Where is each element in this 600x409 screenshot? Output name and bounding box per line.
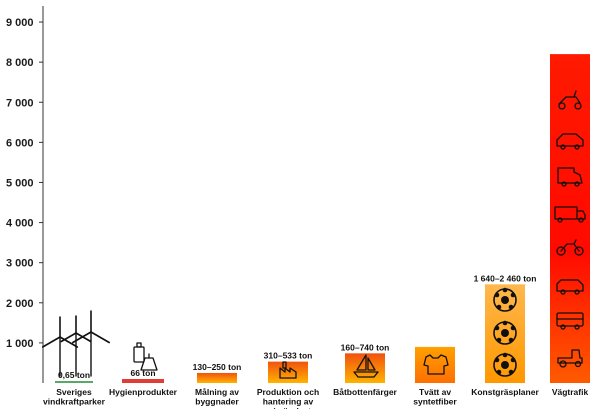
- bar: [197, 372, 237, 383]
- factory-icon: [279, 361, 297, 379]
- x-tick-label: Målning av byggnader: [195, 387, 239, 407]
- bar-icons: [41, 90, 586, 379]
- y-tick-label: 2 000: [6, 298, 34, 310]
- bar-value-label: 130–250 ton: [193, 362, 242, 372]
- y-tick-label: 3 000: [6, 258, 34, 270]
- y-tick-label: 9 000: [6, 17, 34, 29]
- hygiene-products-icon: [133, 342, 158, 371]
- bars: [55, 54, 590, 384]
- y-tick-label: 6 000: [6, 137, 34, 149]
- bar: [55, 381, 93, 383]
- y-tick-label: 5 000: [6, 177, 34, 189]
- x-tick-label: Sveriges vindkraftparker: [43, 387, 106, 407]
- bar-value-label: 310–533 ton: [264, 351, 313, 361]
- x-tick-label: Hygienprodukter: [109, 387, 178, 397]
- bar: [268, 361, 308, 383]
- bar: [122, 379, 164, 383]
- y-tick-label: 4 000: [6, 218, 34, 230]
- y-tick-label: 7 000: [6, 97, 34, 109]
- bar-value-label: 66 ton: [130, 368, 155, 378]
- bar-value-label: 0,65 ton: [58, 370, 90, 380]
- football-icon: [493, 352, 517, 377]
- bar: [345, 353, 385, 383]
- shirt-icon: [423, 354, 449, 375]
- value-labels: 0,65 ton 66 ton 130–250 ton 310–533 ton 160–…: [58, 273, 536, 380]
- bar: [415, 346, 455, 383]
- y-tick-label: 8 000: [6, 57, 34, 69]
- x-tick-label: Båtbottenfärger: [333, 387, 397, 397]
- sailboat-icon: [353, 354, 379, 378]
- wind-turbines-icon: [41, 310, 110, 377]
- x-tick-label: Vägtrafik: [552, 387, 589, 397]
- y-tick-label: 1 000: [6, 338, 34, 350]
- x-tick-label: Konstgräsplaner: [471, 387, 539, 397]
- bar-value-label: 160–740 ton: [341, 342, 390, 352]
- bar-value-label: 1 640–2 460 ton: [474, 273, 537, 283]
- football-icon: [493, 287, 517, 312]
- y-axis-ticks: 1 000 2 000 3 000 4 000 5 000 6 000 7 000 8 000…: [6, 17, 43, 350]
- football-icon: [493, 320, 517, 345]
- vehicles-icon: [554, 90, 586, 368]
- x-tick-label: Tvätt av syntetfiber: [413, 387, 457, 407]
